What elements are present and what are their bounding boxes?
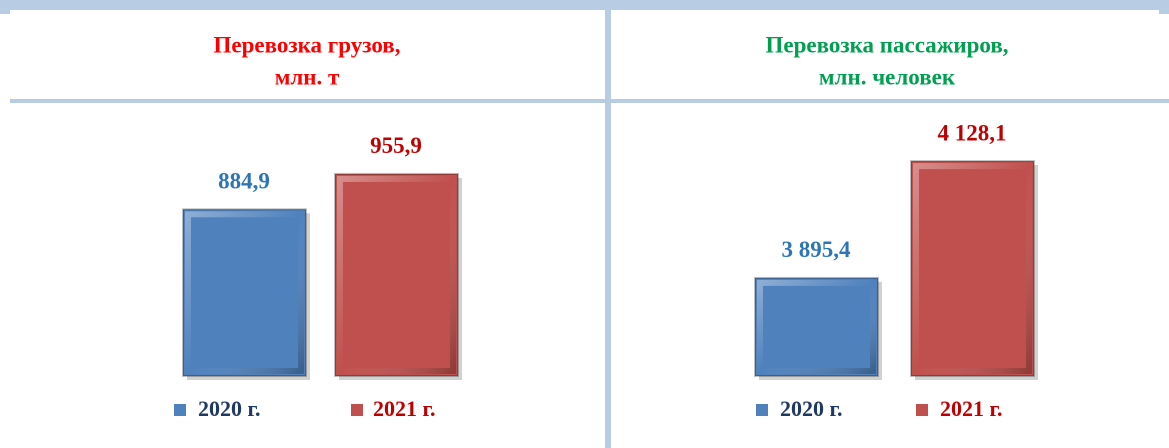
divider bbox=[605, 10, 611, 448]
data-label: 884,9 bbox=[218, 169, 270, 194]
bar bbox=[182, 208, 307, 377]
chart-title: Перевозка грузов, bbox=[214, 32, 401, 57]
left-border bbox=[0, 0, 10, 14]
right-border bbox=[1159, 0, 1169, 14]
bar-bevel bbox=[913, 163, 1032, 374]
legend-label: 2021 г. bbox=[940, 396, 1003, 421]
legend-marker bbox=[756, 404, 768, 416]
legend-label: 2021 г. bbox=[373, 396, 436, 421]
chart-title: млн. т bbox=[275, 64, 340, 89]
bar bbox=[754, 276, 879, 378]
legend-marker bbox=[916, 404, 928, 416]
top-border bbox=[0, 0, 1169, 10]
data-label: 955,9 bbox=[370, 133, 422, 158]
legend-marker bbox=[174, 404, 186, 416]
chart-title: млн. человек bbox=[819, 64, 956, 89]
legend-label: 2020 г. bbox=[198, 396, 261, 421]
header-rule bbox=[10, 99, 1169, 103]
bar bbox=[334, 172, 459, 377]
legend-marker bbox=[351, 404, 363, 416]
bar-bevel bbox=[757, 279, 876, 375]
chart-title: Перевозка пассажиров, bbox=[765, 32, 1008, 57]
bar-bevel bbox=[185, 211, 304, 374]
data-label: 3 895,4 bbox=[782, 237, 852, 262]
data-label: 4 128,1 bbox=[938, 120, 1007, 145]
bar bbox=[910, 160, 1035, 377]
bar-bevel bbox=[337, 175, 456, 374]
legend-label: 2020 г. bbox=[780, 396, 843, 421]
